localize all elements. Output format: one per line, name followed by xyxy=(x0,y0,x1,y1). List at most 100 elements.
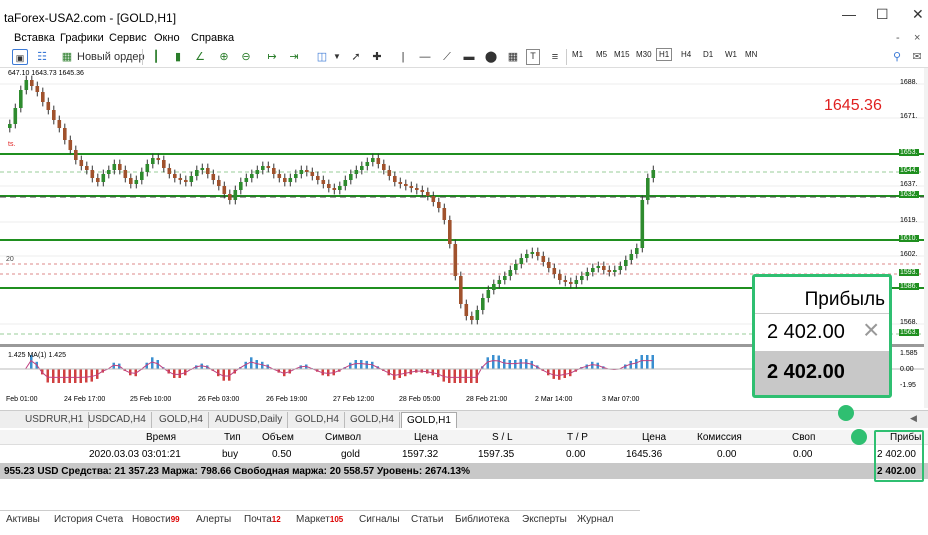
col-cur-price[interactable]: Цена xyxy=(642,432,667,443)
tf-h4[interactable]: H4 xyxy=(681,50,692,59)
candle xyxy=(536,252,540,256)
tab-alerts[interactable]: Алерты xyxy=(196,514,232,525)
chart-tab[interactable]: GOLD,H4 xyxy=(154,412,209,428)
col-type[interactable]: Тип xyxy=(224,432,241,443)
indicators-icon[interactable]: ◫ xyxy=(316,51,328,63)
profiles-icon[interactable]: ☷ xyxy=(37,51,47,63)
trendline-icon[interactable]: ⟋ xyxy=(443,51,451,63)
oscillator-bar xyxy=(552,369,555,379)
table-row[interactable]: 2020.03.03 03:01:21 buy 0.50 gold 1597.3… xyxy=(0,446,928,462)
col-symbol[interactable]: Символ xyxy=(325,432,362,443)
candles-icon[interactable]: ▮ xyxy=(174,51,182,63)
tab-mail[interactable]: Почта12 xyxy=(244,514,281,525)
price-axis-label: 1593. xyxy=(899,269,919,276)
tab-signals[interactable]: Сигналы xyxy=(359,514,400,525)
grid-icon[interactable]: ▦ xyxy=(507,51,519,63)
col-volume[interactable]: Объем xyxy=(262,432,294,443)
chart-tab-active[interactable]: GOLD,H1 xyxy=(401,412,457,428)
close-icon[interactable]: ✕ xyxy=(912,6,924,22)
highlight-dot xyxy=(851,429,867,445)
oscillator-bar xyxy=(178,369,181,378)
tf-m1[interactable]: M1 xyxy=(572,50,584,59)
oscillator-bar xyxy=(651,355,654,369)
tab-library[interactable]: Библиотека xyxy=(455,514,510,525)
oscillator-bar xyxy=(514,360,517,369)
fibo-icon[interactable]: ≡ xyxy=(551,51,559,63)
oscillator-bar xyxy=(585,364,588,369)
chart-shift-icon[interactable]: ⇥ xyxy=(289,51,299,63)
tf-m30[interactable]: M30 xyxy=(636,50,652,59)
oscillator-bar xyxy=(393,369,396,380)
col-commission[interactable]: Комиссия xyxy=(697,432,742,443)
tab-market[interactable]: Маркет105 xyxy=(296,514,344,525)
line-chart-icon[interactable]: ∠ xyxy=(195,51,205,63)
child-close-icon[interactable]: × xyxy=(914,32,921,44)
menu-tools[interactable]: Сервис xyxy=(109,32,147,44)
new-order-icon[interactable]: ▦ xyxy=(61,51,73,63)
col-profit[interactable]: Прибы xyxy=(890,432,922,443)
col-tp[interactable]: T / P xyxy=(567,432,588,443)
chart-canvas xyxy=(0,68,928,408)
col-sl[interactable]: S / L xyxy=(492,432,513,443)
tf-m15[interactable]: M15 xyxy=(614,50,630,59)
tab-history[interactable]: История Счета xyxy=(54,514,124,525)
price-chart[interactable]: 647.10 1643.73 1645.36 1645.36 ts. 20 1.… xyxy=(0,68,928,408)
chevron-down-icon[interactable]: ▼ xyxy=(333,52,341,61)
candle xyxy=(431,196,436,202)
candle xyxy=(283,178,287,182)
menu-help[interactable]: Справка xyxy=(191,32,235,44)
menu-window[interactable]: Окно xyxy=(154,32,180,44)
autoscroll-icon[interactable]: ↦ xyxy=(267,51,277,63)
tf-h1[interactable]: H1 xyxy=(656,48,673,61)
chart-tab[interactable]: GOLD,H4 xyxy=(345,412,400,428)
candle xyxy=(272,168,276,174)
cursor-icon[interactable]: ➚ xyxy=(351,51,361,63)
oscillator-bar xyxy=(283,369,286,377)
tab-assets[interactable]: Активы xyxy=(6,514,40,525)
chart-window-icon[interactable]: ▣ xyxy=(12,49,28,65)
chart-tab[interactable]: USDRUR,H1 xyxy=(20,412,90,428)
candle xyxy=(393,176,397,182)
menu-charts[interactable]: Графики xyxy=(60,32,104,44)
close-position-icon[interactable]: × xyxy=(863,314,880,345)
restore-icon[interactable]: - xyxy=(896,32,900,44)
bar-chart-icon[interactable]: ┃ xyxy=(152,51,160,63)
chart-tab[interactable]: GOLD,H4 xyxy=(290,412,345,428)
tab-articles[interactable]: Статьи xyxy=(411,514,444,525)
tf-d1[interactable]: D1 xyxy=(703,50,714,59)
horizontal-line-icon[interactable]: — xyxy=(419,51,431,63)
rectangle-icon[interactable]: ▬ xyxy=(463,51,475,63)
chart-tab[interactable]: AUDUSD,Daily xyxy=(210,412,289,428)
crosshair-icon[interactable]: ✚ xyxy=(372,51,382,63)
price-axis-label: 1637. xyxy=(900,181,918,188)
tab-news[interactable]: Новости99 xyxy=(132,514,180,525)
chat-icon[interactable]: ✉ xyxy=(912,51,922,63)
vertical-line-icon[interactable]: | xyxy=(401,51,405,63)
tf-mn[interactable]: MN xyxy=(745,50,758,59)
chart-tab[interactable]: USDCAD,H4 xyxy=(83,412,152,428)
tab-journal[interactable]: Журнал xyxy=(577,514,614,525)
col-price[interactable]: Цена xyxy=(414,432,439,443)
col-swap[interactable]: Своп xyxy=(792,432,816,443)
cell-time: 2020.03.03 03:01:21 xyxy=(89,449,181,460)
new-order-button[interactable]: Новый ордер xyxy=(77,51,145,63)
col-time[interactable]: Время xyxy=(146,432,177,443)
zoom-in-icon[interactable]: ⊕ xyxy=(219,51,229,63)
tab-experts[interactable]: Эксперты xyxy=(522,514,567,525)
candle xyxy=(85,166,89,170)
subwindow-separator[interactable] xyxy=(0,344,924,347)
price-axis-label: 1586. xyxy=(899,283,919,290)
tab-scroll-left-icon[interactable]: ◀ xyxy=(910,413,917,423)
text-icon[interactable]: T xyxy=(526,49,540,65)
candle xyxy=(420,190,425,192)
minimize-icon[interactable]: — xyxy=(842,6,856,22)
maximize-icon[interactable]: ☐ xyxy=(876,6,889,22)
search-icon[interactable]: ⚲ xyxy=(892,51,902,63)
oscillator-bar xyxy=(255,360,258,369)
zoom-out-icon[interactable]: ⊖ xyxy=(241,51,251,63)
tf-w1[interactable]: W1 xyxy=(725,50,737,59)
candle xyxy=(156,158,161,160)
ellipse-icon[interactable]: ⬤ xyxy=(484,51,498,63)
menu-insert[interactable]: Вставка xyxy=(14,32,55,44)
tf-m5[interactable]: M5 xyxy=(596,50,608,59)
